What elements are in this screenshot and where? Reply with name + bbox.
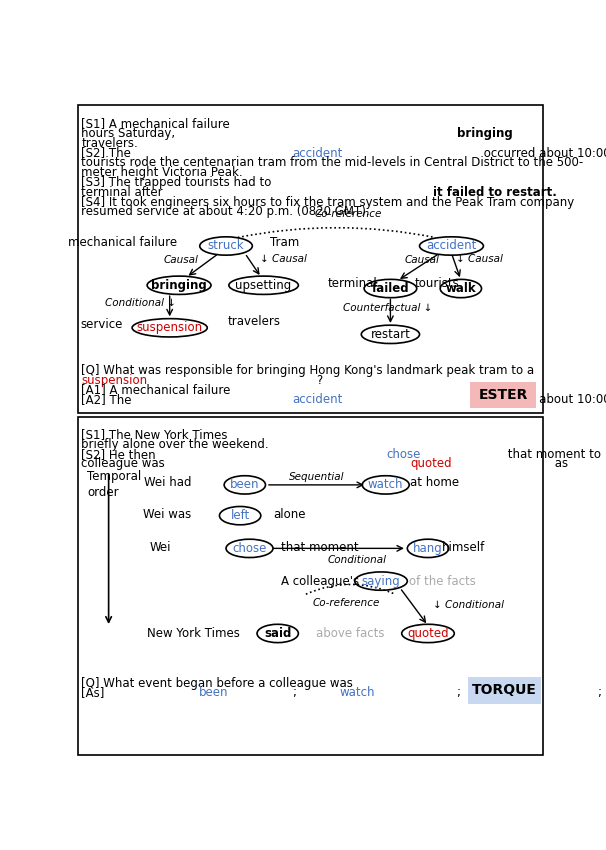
Text: been: been	[230, 479, 259, 491]
Text: [S2] The: [S2] The	[81, 146, 135, 160]
Text: ;: ;	[457, 687, 465, 700]
Text: Temporal
order: Temporal order	[87, 470, 142, 499]
Text: Sequential: Sequential	[288, 472, 344, 482]
Text: Co-reference: Co-reference	[312, 598, 379, 608]
Text: [S4] It took engineers six hours to fix the tram system and the Peak Tram compan: [S4] It took engineers six hours to fix …	[81, 196, 574, 208]
Text: ?: ?	[316, 374, 322, 387]
Text: [S3] The trapped tourists had to: [S3] The trapped tourists had to	[81, 176, 276, 189]
Text: travelers.: travelers.	[81, 137, 138, 150]
Text: tourists rode the centenarian tram from the mid-levels in Central District to th: tourists rode the centenarian tram from …	[81, 156, 584, 169]
Text: chose: chose	[387, 448, 421, 461]
Text: said: said	[264, 627, 291, 640]
Text: briefly alone over the weekend.: briefly alone over the weekend.	[81, 438, 269, 450]
FancyBboxPatch shape	[470, 382, 536, 408]
Text: occurred about 10:00 a.m: occurred about 10:00 a.m	[481, 146, 606, 160]
Text: struck: struck	[208, 240, 244, 252]
Text: accident: accident	[426, 240, 477, 252]
Text: Conditional: Conditional	[328, 555, 387, 565]
Text: meter height Victoria Peak.: meter height Victoria Peak.	[81, 166, 243, 179]
Text: [Q] What event began before a colleague was: [Q] What event began before a colleague …	[81, 677, 357, 689]
Text: hours Saturday,: hours Saturday,	[81, 127, 179, 140]
Text: Wei had: Wei had	[144, 476, 191, 490]
Text: ↓ Causal: ↓ Causal	[261, 254, 307, 264]
Text: hang: hang	[413, 541, 443, 555]
Text: ESTER: ESTER	[479, 388, 528, 401]
Text: it failed to restart.: it failed to restart.	[433, 186, 558, 199]
Text: above facts: above facts	[316, 627, 385, 640]
Text: mechanical failure: mechanical failure	[68, 236, 178, 249]
Text: left: left	[504, 687, 523, 700]
Text: Wei: Wei	[150, 541, 171, 553]
Text: TORQUE: TORQUE	[471, 683, 536, 697]
Text: quoted: quoted	[410, 457, 451, 470]
Text: Counterfactual ↓: Counterfactual ↓	[344, 303, 433, 313]
Text: suspension: suspension	[136, 321, 203, 334]
Text: resumed service at about 4:20 p.m. (0820 GMT).: resumed service at about 4:20 p.m. (0820…	[81, 206, 370, 218]
Text: [A1] A mechanical failure: [A1] A mechanical failure	[81, 383, 235, 396]
Text: Conditional ↓: Conditional ↓	[105, 298, 176, 308]
Text: [S2] He then: [S2] He then	[81, 448, 160, 461]
FancyBboxPatch shape	[468, 677, 541, 704]
Text: [As]: [As]	[81, 687, 108, 700]
Text: [S1] A mechanical failure: [S1] A mechanical failure	[81, 117, 234, 130]
Text: watch: watch	[368, 479, 404, 491]
Text: left: left	[230, 509, 250, 522]
Text: that moment to: that moment to	[504, 448, 605, 461]
Text: upsetting: upsetting	[236, 279, 291, 292]
Text: been: been	[199, 687, 228, 700]
Text: tourists: tourists	[415, 277, 460, 291]
Text: failed: failed	[371, 282, 409, 295]
Text: ;: ;	[293, 687, 301, 700]
Text: ↓ Conditional: ↓ Conditional	[433, 599, 504, 609]
Text: terminal after: terminal after	[81, 186, 167, 199]
Text: New York Times: New York Times	[147, 627, 239, 640]
Text: at home: at home	[410, 476, 459, 490]
Text: Wei was: Wei was	[143, 507, 191, 521]
Text: watch: watch	[339, 687, 375, 700]
Text: ;: ;	[598, 687, 605, 700]
Text: Causal: Causal	[404, 255, 439, 265]
Text: A colleague's: A colleague's	[281, 575, 359, 587]
FancyBboxPatch shape	[78, 417, 543, 755]
Text: bringing: bringing	[152, 279, 207, 292]
Text: accident: accident	[293, 394, 343, 406]
Text: ↓ Causal: ↓ Causal	[456, 254, 503, 264]
Text: bringing: bringing	[457, 127, 513, 140]
Text: accident: accident	[293, 146, 343, 160]
Text: saying: saying	[362, 575, 401, 587]
Text: Tram: Tram	[270, 236, 299, 249]
Text: chose: chose	[232, 541, 267, 555]
Text: walk: walk	[445, 282, 476, 295]
Text: restart: restart	[370, 328, 410, 341]
Text: suspension: suspension	[81, 374, 147, 387]
FancyBboxPatch shape	[78, 105, 543, 413]
Text: Causal: Causal	[164, 255, 199, 265]
Text: travelers: travelers	[228, 314, 281, 328]
Text: service: service	[81, 318, 123, 331]
Text: colleague was: colleague was	[81, 457, 169, 470]
Text: [A2] The: [A2] The	[81, 394, 136, 406]
Text: that moment: that moment	[281, 541, 359, 553]
Text: [Q] What was responsible for bringing Hong Kong's landmark peak tram to a: [Q] What was responsible for bringing Ho…	[81, 364, 534, 377]
Text: as: as	[551, 457, 571, 470]
Text: of the facts: of the facts	[408, 575, 476, 587]
Text: quoted: quoted	[407, 627, 449, 640]
Text: himself: himself	[442, 541, 485, 553]
Text: Co-reference: Co-reference	[315, 208, 382, 218]
Text: [S1] The New York Times: [S1] The New York Times	[81, 428, 231, 441]
Text: alone: alone	[273, 507, 305, 521]
Text: occurred about 10:00 a.m: occurred about 10:00 a.m	[481, 394, 606, 406]
Text: terminal: terminal	[328, 277, 378, 291]
